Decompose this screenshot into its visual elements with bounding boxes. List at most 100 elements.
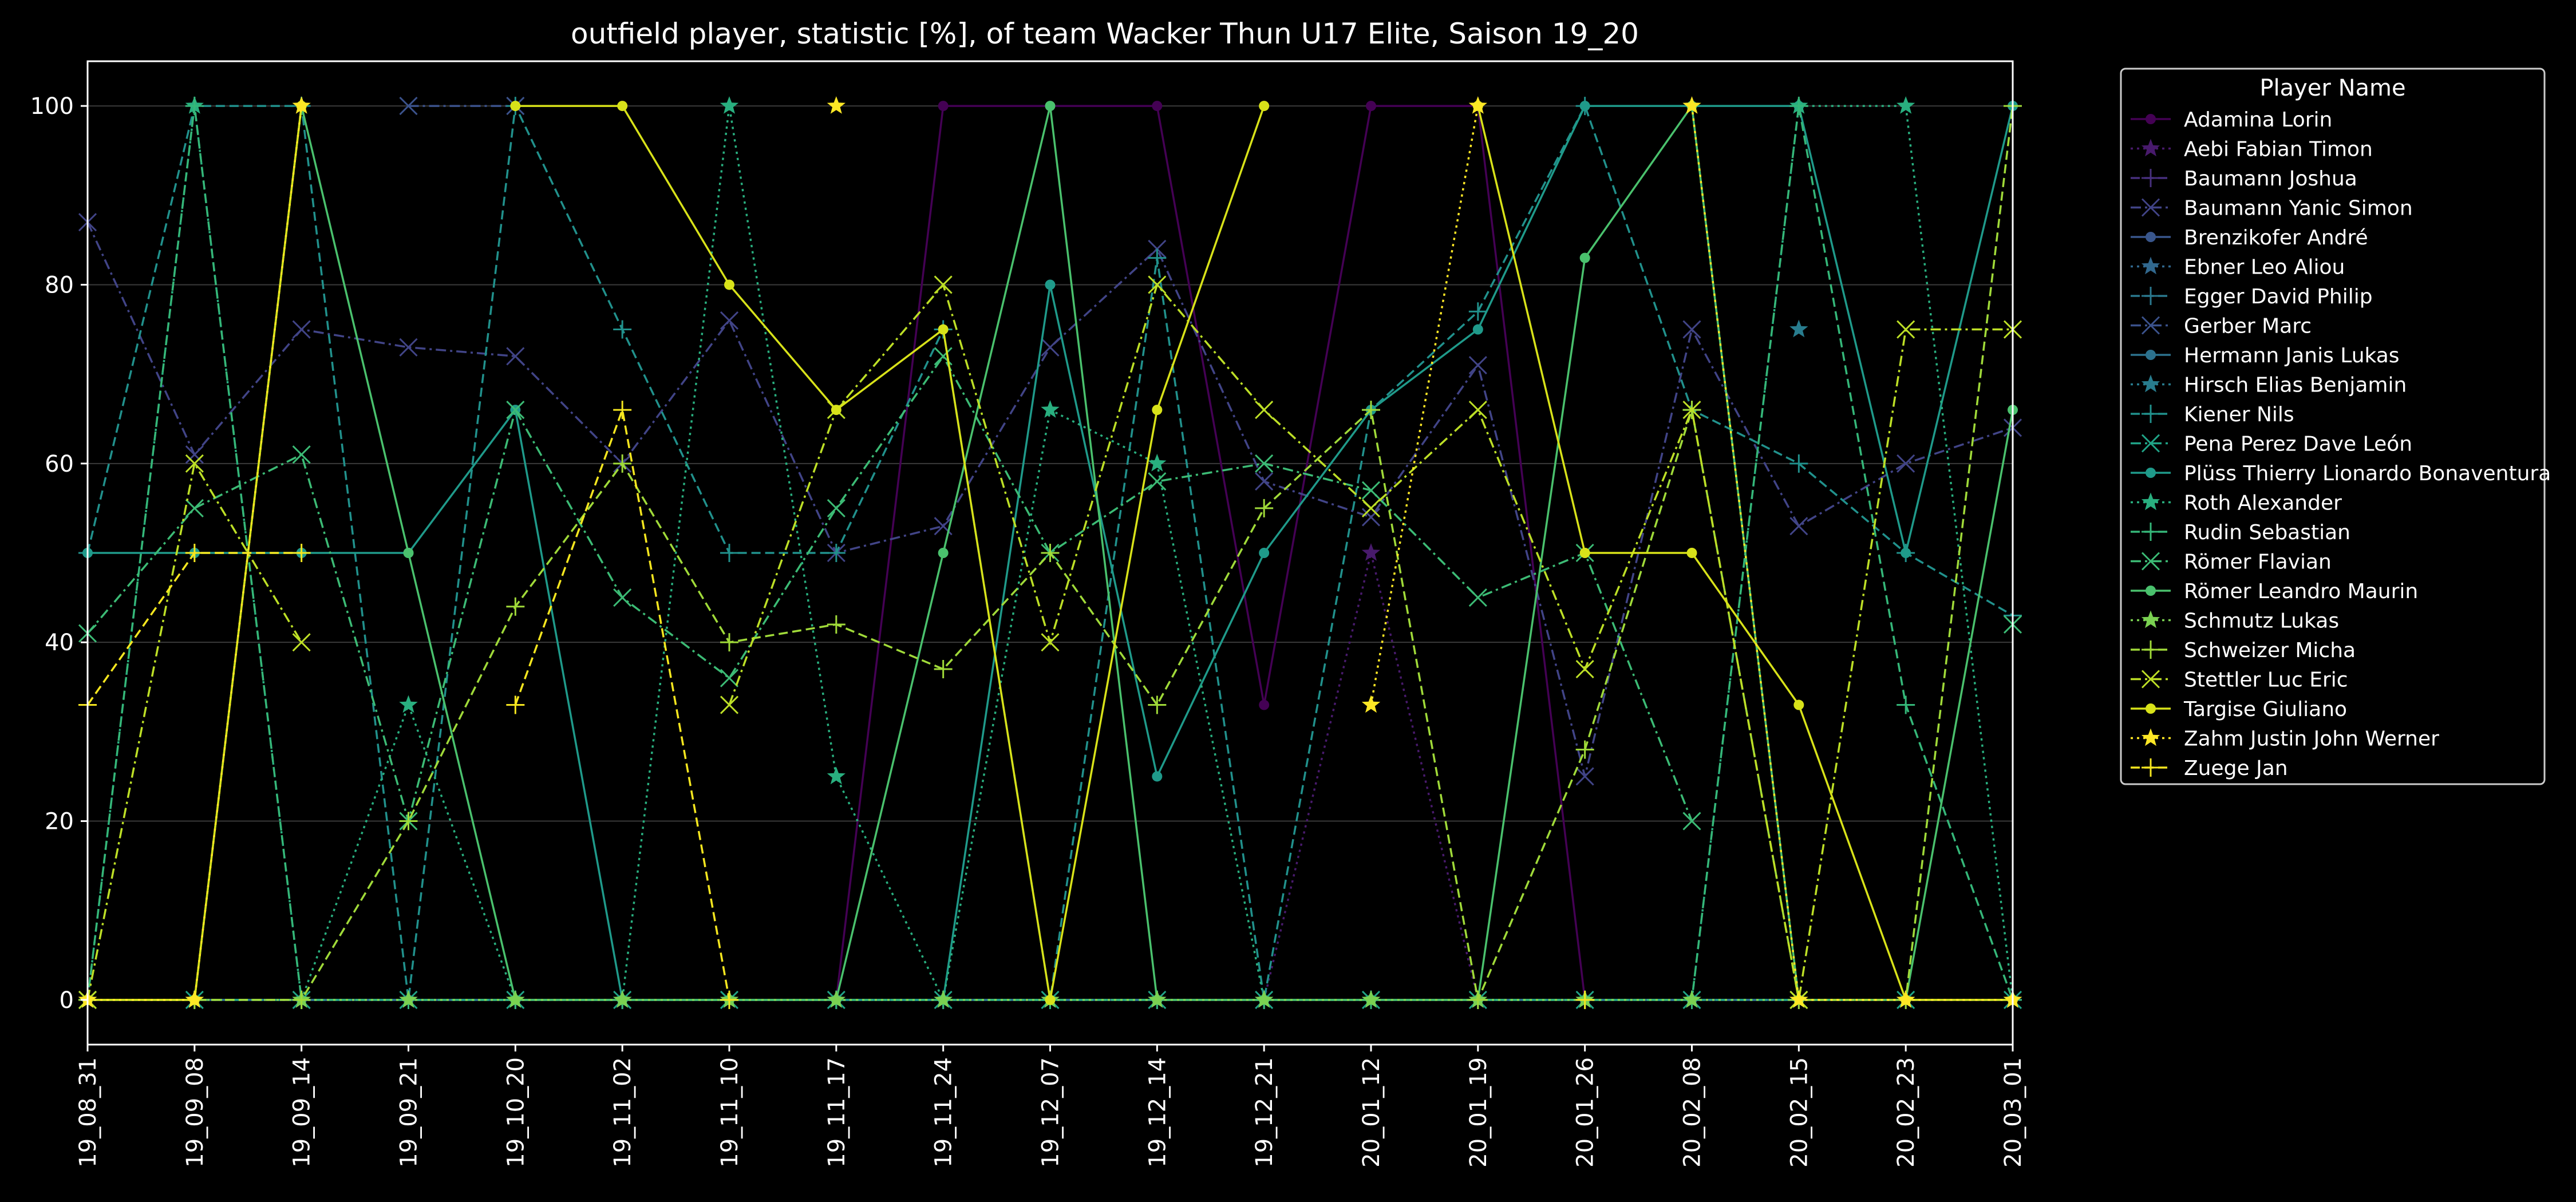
legend-label: Gerber Marc [2184, 315, 2312, 338]
legend-label: Zuege Jan [2184, 757, 2288, 780]
data-point [2141, 316, 2160, 335]
data-point [185, 499, 204, 517]
data-point [1259, 101, 1270, 112]
data-point [2141, 728, 2160, 746]
data-point [1255, 499, 1274, 517]
data-point [1255, 454, 1274, 473]
x-tick-label: 20_02_23 [1893, 1057, 1919, 1168]
legend-item: Targise Giuliano [2131, 698, 2347, 721]
legend-item: Baumann Joshua [2131, 167, 2357, 191]
data-point [1045, 101, 1056, 112]
data-point [827, 766, 846, 785]
data-point [2142, 169, 2160, 187]
data-point [1468, 990, 1487, 1009]
data-point [1361, 543, 1381, 561]
data-point [1148, 695, 1167, 714]
data-point [1789, 990, 1808, 1008]
data-point [613, 588, 632, 607]
y-tick-label: 60 [45, 451, 74, 477]
legend-item: Schweizer Micha [2131, 639, 2356, 662]
data-point [1045, 279, 1056, 290]
data-point [613, 320, 632, 339]
x-tick-label: 20_01_19 [1465, 1057, 1492, 1168]
legend-item: Hermann Janis Lukas [2131, 344, 2400, 367]
legend-label: Baumann Yanic Simon [2184, 197, 2413, 220]
data-point [1682, 320, 1701, 339]
data-point [1148, 472, 1167, 491]
data-point [1468, 96, 1487, 114]
series-hirsch-elias-benjamin [1789, 319, 1808, 338]
data-point [2142, 405, 2160, 423]
data-point [1901, 548, 1911, 558]
series-line [88, 105, 2013, 1001]
legend-label: Rudin Sebastian [2184, 521, 2350, 544]
legend-item: Stettler Luc Eric [2131, 669, 2348, 692]
legend-item: Ebner Leo Aliou [2131, 256, 2345, 279]
x-tick-label: 19_09_08 [182, 1057, 208, 1168]
data-point [720, 633, 738, 652]
data-point [1789, 319, 1808, 338]
data-point [2141, 492, 2160, 511]
data-point [1682, 990, 1701, 1008]
data-point [506, 990, 525, 1008]
data-point [1579, 252, 1590, 263]
x-tick-label: 20_01_26 [1573, 1057, 1599, 1168]
data-point [2141, 374, 2160, 393]
y-tick-label: 40 [45, 630, 74, 656]
data-point [827, 990, 846, 1008]
legend-label: Pena Perez Dave León [2184, 433, 2412, 456]
data-point [1575, 990, 1594, 1009]
data-point [613, 401, 632, 420]
data-point [938, 548, 949, 558]
data-point [938, 324, 949, 335]
chart-title: outfield player, statistic [%], of team … [571, 17, 1639, 50]
data-point [1575, 767, 1594, 786]
data-point [2141, 670, 2160, 689]
data-point [827, 499, 846, 517]
data-point [2141, 434, 2160, 453]
legend-label: Targise Giuliano [2183, 698, 2347, 721]
x-tick-label: 20_02_15 [1786, 1057, 1812, 1168]
data-point [1045, 994, 1056, 1005]
data-point [292, 96, 311, 114]
legend-item: Brenzikofer André [2131, 226, 2368, 250]
data-point [185, 544, 204, 562]
series-schweizer-micha [78, 97, 2022, 1009]
x-tick-label: 20_03_01 [2000, 1057, 2026, 1168]
data-point [2141, 198, 2160, 217]
data-point [185, 990, 204, 1008]
data-point [617, 101, 628, 112]
legend-label: Kiener Nils [2184, 403, 2294, 426]
legend-label: Römer Leandro Maurin [2184, 580, 2418, 603]
legend-item: Zuege Jan [2131, 757, 2288, 780]
legend-label: Römer Flavian [2184, 551, 2332, 574]
legend-label: Adamina Lorin [2184, 108, 2332, 132]
data-point [506, 401, 525, 420]
y-tick-label: 0 [60, 987, 74, 1014]
x-tick-label: 19_12_07 [1038, 1057, 1064, 1168]
y-tick-label: 20 [45, 809, 74, 835]
legend-item: Kiener Nils [2131, 403, 2294, 426]
x-tick-label: 19_10_20 [503, 1057, 529, 1168]
data-point [934, 660, 953, 679]
data-point [2146, 468, 2156, 478]
legend-label: Hermann Janis Lukas [2184, 344, 2400, 367]
data-point [720, 544, 738, 562]
data-point [827, 615, 846, 634]
x-tick-label: 19_09_14 [289, 1057, 315, 1168]
data-point [934, 990, 953, 1008]
data-point [1575, 659, 1594, 679]
data-point [1148, 248, 1167, 267]
data-point [2142, 640, 2160, 659]
data-point [1255, 990, 1274, 1008]
data-point [1361, 695, 1381, 713]
legend-label: Plüss Thierry Lionardo Bonaventura [2184, 462, 2551, 485]
data-point [1361, 508, 1381, 527]
data-point [1041, 338, 1060, 357]
data-point [2142, 523, 2160, 541]
data-point [1366, 101, 1376, 112]
legend-item: Hirsch Elias Benjamin [2131, 374, 2407, 397]
legend-label: Brenzikofer André [2184, 226, 2368, 250]
data-point [2146, 232, 2156, 242]
